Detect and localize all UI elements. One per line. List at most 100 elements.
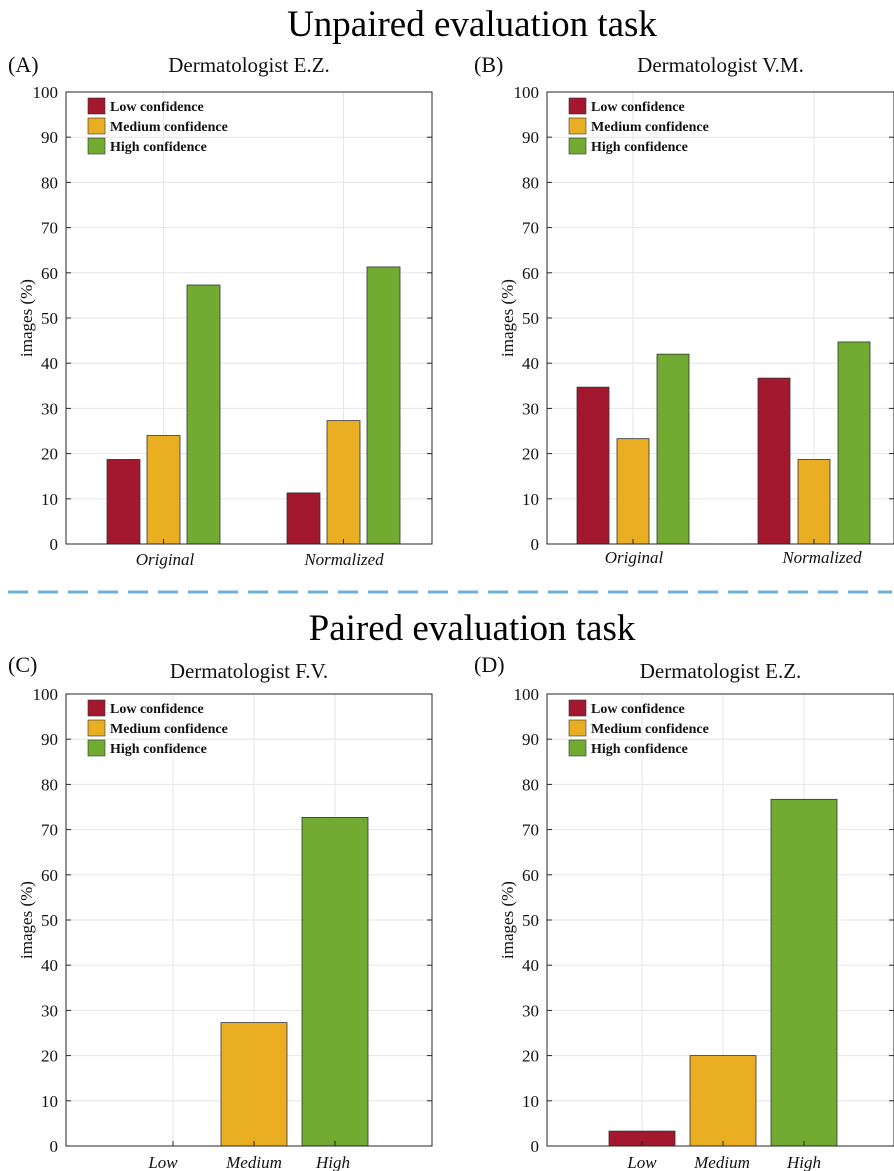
legend-swatch (87, 117, 106, 135)
y-tick-label: 60 (41, 264, 58, 283)
section-title-unpaired: Unpaired evaluation task (287, 4, 657, 45)
y-tick-label: 10 (522, 490, 539, 509)
legend-label: Medium confidence (110, 722, 228, 737)
bar (106, 459, 141, 545)
legend-swatch (87, 739, 106, 757)
chart-panel: 0 10 20 30 40 50 60 70 80 90 100 Low Medium High image… (474, 652, 894, 1171)
x-tick-label: Medium (225, 1153, 282, 1171)
legend-swatch (87, 137, 106, 155)
y-tick-label: 20 (41, 445, 58, 464)
chart-title: Dermatologist E.Z. (168, 53, 330, 77)
chart-panel: 0 10 20 30 40 50 60 70 80 90 100 Original Normalized… (474, 52, 894, 567)
y-tick-label: 40 (522, 956, 539, 975)
legend-label: High confidence (591, 742, 688, 757)
y-tick-label: 30 (522, 1001, 539, 1020)
y-tick-label: 20 (522, 1047, 539, 1066)
x-tick-label: High (786, 1153, 821, 1171)
legend-label: Low confidence (110, 702, 204, 717)
legend-swatch (568, 137, 587, 155)
y-tick-label: 40 (41, 956, 58, 975)
legend-label: High confidence (110, 140, 207, 155)
y-tick-label: 40 (41, 354, 58, 373)
bar (757, 377, 791, 545)
legend-label: Low confidence (591, 702, 685, 717)
y-tick-label: 70 (522, 219, 539, 238)
y-tick-label: 80 (522, 775, 539, 794)
y-tick-label: 0 (531, 1137, 540, 1156)
bar (286, 492, 321, 545)
y-tick-label: 70 (41, 219, 58, 238)
y-tick-label: 100 (33, 685, 59, 704)
bar (366, 266, 401, 545)
bar (326, 420, 361, 545)
y-tick-label: 60 (522, 866, 539, 885)
bar (576, 386, 610, 545)
y-tick-label: 50 (41, 911, 58, 930)
chart-title: Dermatologist E.Z. (640, 659, 802, 683)
legend-swatch (568, 719, 587, 737)
y-tick-label: 100 (33, 83, 59, 102)
y-tick-label: 70 (41, 821, 58, 840)
y-tick-label: 30 (41, 399, 58, 418)
chart-title: Dermatologist F.V. (170, 659, 328, 683)
bar (797, 459, 831, 545)
y-tick-label: 60 (41, 866, 58, 885)
legend-label: Low confidence (110, 100, 204, 115)
y-tick-label: 80 (522, 173, 539, 192)
y-tick-label: 10 (41, 1092, 58, 1111)
legend-swatch (568, 699, 587, 717)
y-axis-label: images (%) (17, 881, 36, 959)
bar (301, 816, 369, 1147)
chart-title: Dermatologist V.M. (637, 53, 804, 77)
x-tick-label: Original (136, 550, 195, 569)
x-tick-label: Original (605, 548, 664, 567)
panel-label: (D) (474, 652, 505, 677)
bar (689, 1055, 757, 1147)
legend-swatch (87, 97, 106, 115)
legend-swatch (568, 97, 587, 115)
y-tick-label: 0 (50, 535, 59, 554)
y-tick-label: 70 (522, 821, 539, 840)
chart-panel: 0 10 20 30 40 50 60 70 80 90 100 Original Normalized… (8, 52, 433, 569)
legend-swatch (87, 719, 106, 737)
y-tick-label: 50 (522, 911, 539, 930)
legend-swatch (87, 699, 106, 717)
x-tick-label: Normalized (781, 548, 862, 567)
section-title-paired: Paired evaluation task (309, 608, 636, 649)
chart-panel: 0 10 20 30 40 50 60 70 80 90 100 Low Medium High image… (8, 652, 433, 1171)
y-tick-label: 0 (531, 535, 540, 554)
legend-label: Low confidence (591, 100, 685, 115)
bar (186, 284, 221, 545)
bar (616, 438, 650, 545)
legend-label: High confidence (110, 742, 207, 757)
y-axis-label: images (%) (498, 279, 517, 357)
legend-label: High confidence (591, 140, 688, 155)
legend-label: Medium confidence (591, 120, 709, 135)
bar (770, 798, 838, 1147)
legend-swatch (568, 739, 587, 757)
y-tick-label: 40 (522, 354, 539, 373)
bar (220, 1022, 288, 1147)
legend-label: Medium confidence (591, 722, 709, 737)
bar (656, 353, 690, 545)
legend-label: Medium confidence (110, 120, 228, 135)
y-tick-label: 90 (522, 730, 539, 749)
y-tick-label: 30 (522, 399, 539, 418)
legend-swatch (568, 117, 587, 135)
y-tick-label: 90 (41, 128, 58, 147)
x-tick-label: High (315, 1153, 350, 1171)
x-tick-label: Normalized (303, 550, 384, 569)
panel-label: (A) (8, 52, 39, 77)
y-tick-label: 10 (41, 490, 58, 509)
y-tick-label: 60 (522, 264, 539, 283)
bar (146, 435, 181, 545)
y-tick-label: 80 (41, 173, 58, 192)
y-tick-label: 90 (522, 128, 539, 147)
y-tick-label: 80 (41, 775, 58, 794)
y-tick-label: 100 (514, 685, 540, 704)
y-tick-label: 10 (522, 1092, 539, 1111)
y-tick-label: 50 (522, 309, 539, 328)
panel-label: (B) (474, 52, 503, 77)
